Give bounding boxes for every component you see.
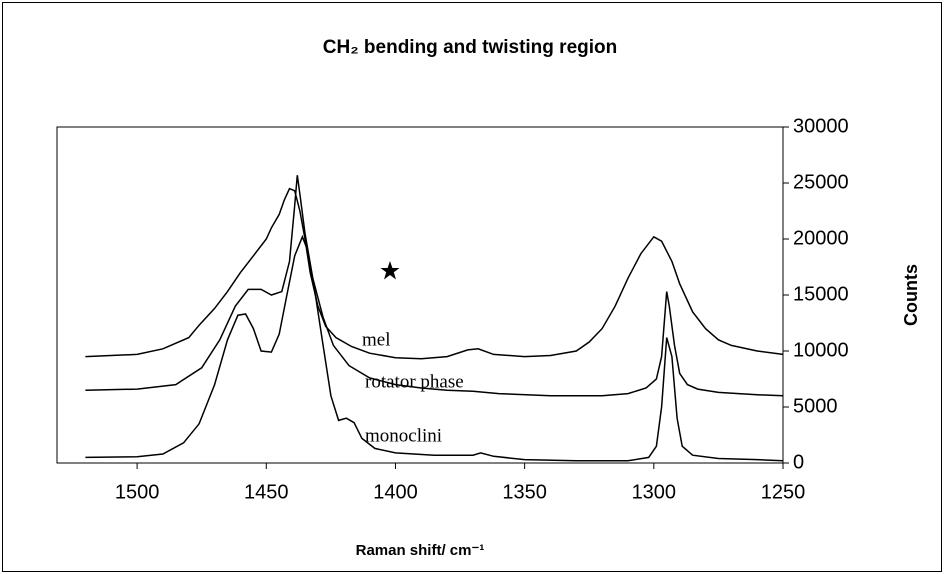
y-tick-label: 30000 bbox=[793, 115, 849, 137]
series-label: rotator phase bbox=[365, 371, 464, 392]
y-tick-label: 5000 bbox=[793, 395, 838, 417]
series-line bbox=[85, 187, 784, 360]
x-tick-label: 1500 bbox=[115, 481, 160, 503]
y-tick-label: 25000 bbox=[793, 171, 849, 193]
chart-title: CH₂ bending and twisting region bbox=[323, 37, 617, 58]
y-tick-label: 10000 bbox=[793, 339, 849, 361]
x-axis-title: Raman shift/ cm⁻¹ bbox=[356, 542, 485, 559]
x-tick-label: 1250 bbox=[761, 481, 806, 503]
y-axis-title: Counts bbox=[901, 264, 921, 326]
y-tick-label: 0 bbox=[793, 451, 804, 473]
series-line bbox=[85, 175, 784, 397]
x-tick-label: 1400 bbox=[373, 481, 418, 503]
series-line bbox=[85, 234, 784, 462]
y-tick-label: 20000 bbox=[793, 227, 849, 249]
x-tick-label: 1350 bbox=[502, 481, 547, 503]
x-tick-label: 1300 bbox=[632, 481, 677, 503]
y-tick-label: 15000 bbox=[793, 283, 849, 305]
x-tick-label: 1450 bbox=[244, 481, 289, 503]
series-label: mel bbox=[362, 329, 391, 350]
star-marker bbox=[380, 261, 400, 280]
series-label: monoclini bbox=[365, 425, 442, 446]
